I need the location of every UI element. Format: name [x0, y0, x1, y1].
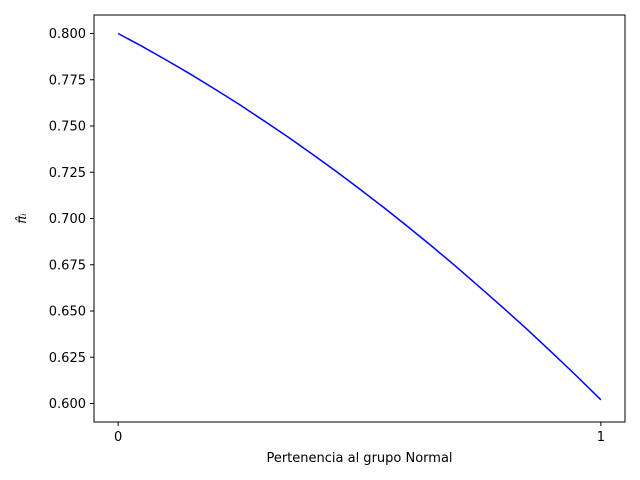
y-tick-label: 0.725: [49, 166, 86, 181]
y-tick-label: 0.675: [49, 258, 86, 273]
y-tick-label: 0.800: [49, 27, 86, 42]
x-tick-label: 1: [597, 430, 605, 445]
y-axis: 0.600 0.625 0.650 0.675 0.700 0.725 0.750 0.775…: [49, 27, 94, 412]
plot-area: [117, 32, 602, 401]
y-tick-label: 0.625: [49, 351, 86, 366]
y-tick-label: 0.750: [49, 120, 86, 135]
x-tick-label: 0: [114, 430, 122, 445]
y-tick-label: 0.700: [49, 212, 86, 227]
y-tick-label: 0.600: [49, 397, 86, 412]
y-tick-label: 0.650: [49, 305, 86, 320]
y-axis-title: π̂ᵢ: [15, 213, 30, 224]
axes-frame: [93, 14, 626, 423]
x-axis-title: Pertenencia al grupo Normal: [266, 451, 452, 466]
series-line-pi_hat: [117, 32, 602, 401]
y-tick-label: 0.775: [49, 73, 86, 88]
